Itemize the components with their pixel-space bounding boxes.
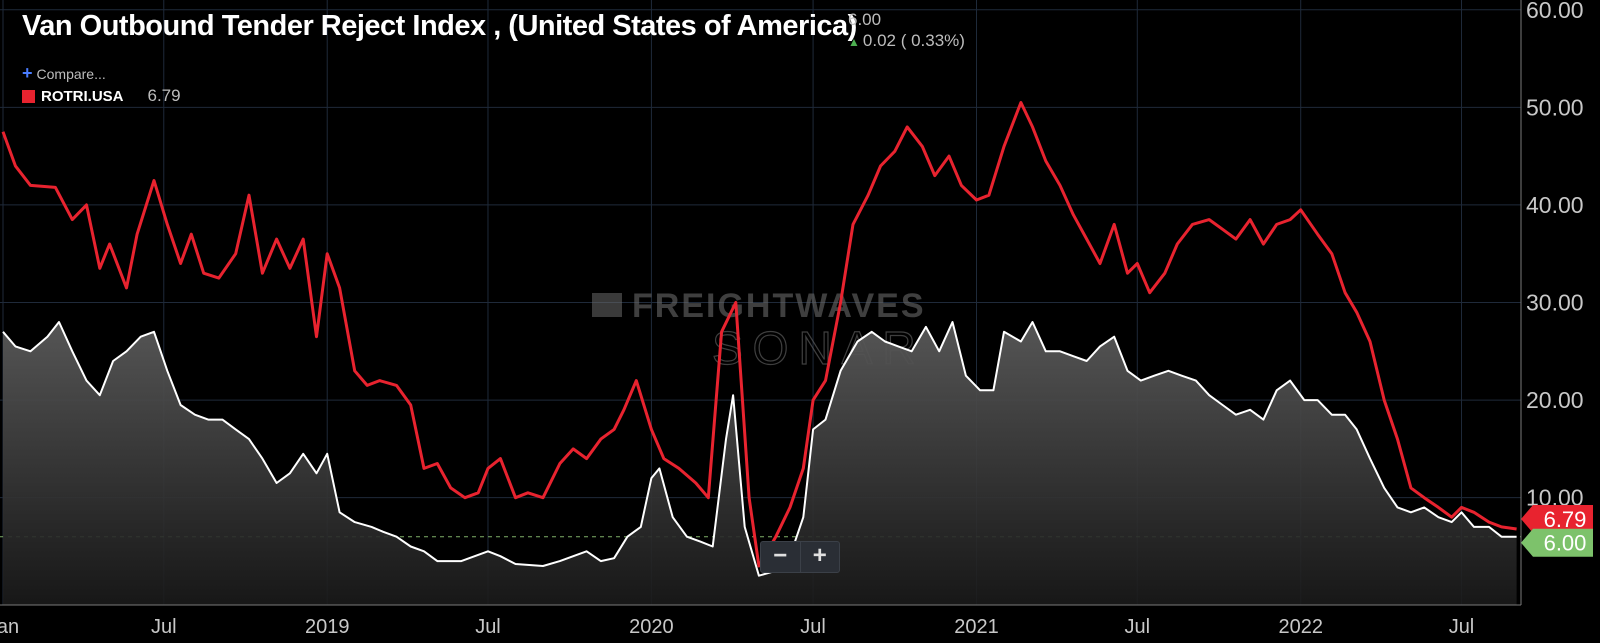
end-label-tag [1521, 504, 1593, 533]
chart-title: Van Outbound Tender Reject Index , (Unit… [22, 10, 857, 42]
x-tick-label: 2019 [305, 616, 350, 638]
x-tick-label: Jan [0, 616, 19, 638]
change-text: 0.02 ( 0.33%) [862, 31, 965, 50]
zoom-in-button[interactable]: + [812, 542, 827, 569]
end-label: 6.79 [1521, 504, 1593, 533]
y-tick-label: 20.00 [1526, 387, 1584, 413]
end-label-text: 6.79 [1544, 507, 1587, 532]
compare-button[interactable]: + Compare... [22, 63, 106, 84]
change-indicator: ▲ 0.02 ( 0.33%) [848, 31, 965, 51]
watermark-line1: FREIGHTWAVES [632, 287, 926, 325]
up-arrow-icon: ▲ [848, 35, 860, 49]
x-tick-label: 2020 [629, 616, 674, 638]
watermark-logo-icon [592, 293, 622, 317]
y-tick-label: 50.00 [1526, 94, 1584, 120]
end-label-tag [1521, 528, 1593, 557]
legend-item[interactable]: ROTRI.USA 6.79 [22, 86, 181, 106]
x-tick-label: 2021 [954, 616, 999, 638]
end-label: 6.00 [1521, 528, 1593, 557]
x-tick-label: Jul [1124, 616, 1150, 638]
y-tick-label: 40.00 [1526, 192, 1584, 218]
area-fill [3, 322, 1517, 605]
end-label-text: 6.00 [1544, 531, 1587, 556]
plus-icon: + [22, 63, 33, 83]
y-tick-label: 60.00 [1526, 0, 1584, 23]
x-tick-label: Jul [1449, 616, 1475, 638]
legend-value: 6.79 [147, 86, 181, 105]
x-tick-label: Jul [151, 616, 177, 638]
legend-symbol: ROTRI.USA [41, 87, 124, 105]
end-labels: 6.796.00 [1521, 504, 1593, 557]
legend-swatch [22, 89, 35, 103]
zoom-controls: − + [760, 541, 840, 573]
y-tick-label: 30.00 [1526, 290, 1584, 316]
last-value: 6.00 [848, 10, 882, 29]
x-tick-label: Jul [800, 616, 826, 638]
compare-label: Compare... [36, 66, 106, 82]
x-tick-label: 2022 [1278, 616, 1323, 638]
zoom-out-button[interactable]: − [761, 542, 801, 572]
x-tick-label: Jul [475, 616, 501, 638]
